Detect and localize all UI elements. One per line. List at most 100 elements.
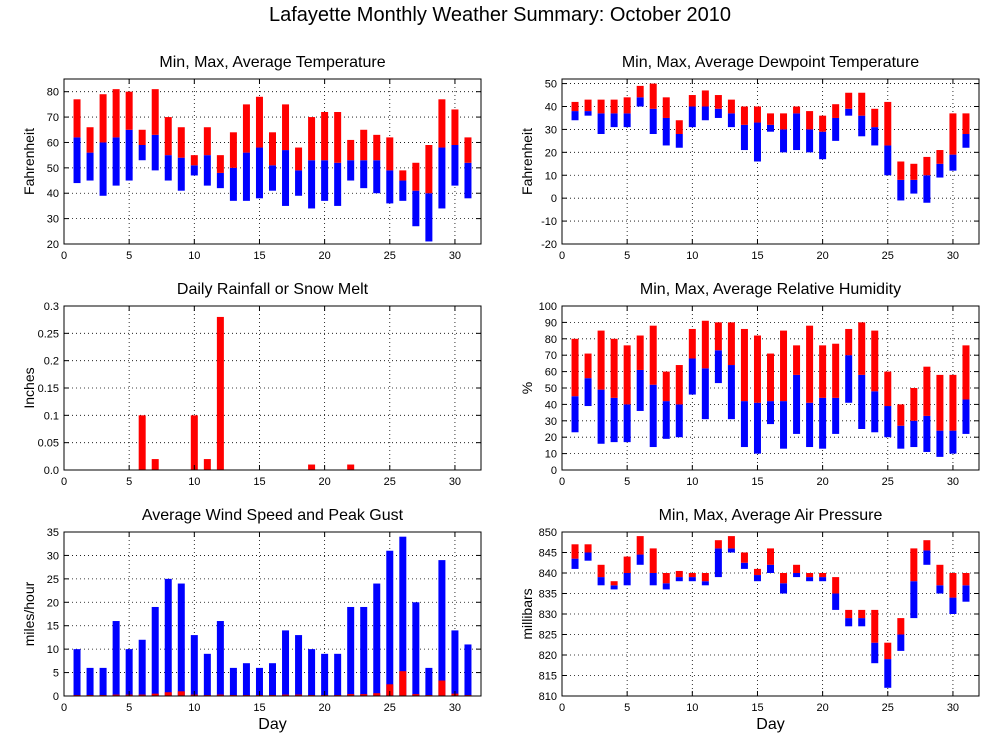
bar-gust [151,606,159,696]
bar-min-avg [99,142,107,196]
x-tick-label: 15 [751,702,763,714]
x-tick-label: 15 [253,476,265,488]
bar-avg-max [610,338,618,398]
bar-avg-max [203,127,211,156]
bar-avg-max [360,129,368,161]
bar-min-avg [425,193,433,242]
bar-avg-max [832,577,840,594]
x-tick-label: 15 [751,476,763,488]
bar-avg-max [845,328,853,356]
bar-wind-avg [347,694,355,696]
bar-rain [347,464,355,470]
bar-avg-max [701,573,709,582]
x-tick-label: 30 [947,702,959,714]
bar-avg-max [949,113,957,155]
x-tick-label: 5 [624,476,630,488]
bar-min-avg [923,415,931,452]
bar-min-avg [962,134,970,148]
bar-avg-max [399,170,407,181]
bar-avg-max [884,371,892,407]
bar-avg-max [858,322,866,375]
x-tick-label: 10 [188,702,200,714]
y-tick-label: 90 [545,317,557,329]
y-axis-label: millibars [519,588,535,639]
bar-avg-max [308,117,316,161]
bar-min-avg [73,137,81,184]
bar-min-avg [767,564,774,573]
bar-avg-max [923,366,931,416]
x-tick-label: 20 [817,476,829,488]
x-tick-label: 0 [559,702,565,714]
bar-gust [269,663,276,696]
bar-min-avg [373,160,381,194]
y-tick-label: 40 [47,188,59,200]
bar-avg-max [780,330,788,402]
bar-gust [451,630,459,696]
y-tick-label: 30 [545,416,557,428]
bar-wind-avg [177,691,185,696]
bar-avg-max [753,568,761,576]
bar-min-avg [584,552,592,561]
bar-wind-avg [360,694,368,696]
bar-gust [360,606,368,696]
x-tick-label: 0 [559,476,565,488]
bar-min-avg [571,558,579,569]
bar-gust [308,649,316,696]
bar-avg-max [858,92,866,116]
bar-avg-max [819,345,827,398]
bar-min-avg [464,162,472,199]
x-tick-label: 15 [253,250,265,262]
bar-min-avg [832,593,840,610]
bar-avg-max [910,388,918,421]
bar-avg-max [636,536,644,555]
bar-min-avg [727,113,735,128]
bar-avg-max [701,320,709,369]
main-title: Lafayette Monthly Weather Summary: Octob… [268,4,732,26]
bar-min-avg [936,430,944,457]
bar-min-avg [255,147,263,199]
y-tick-label: 10 [47,644,59,656]
bar-min-avg [884,659,892,688]
bar-avg-max [151,89,159,135]
bar-wind-avg [399,671,407,696]
y-tick-label: 30 [47,214,59,226]
bar-avg-max [412,162,420,191]
bar-min-avg [884,406,892,438]
bar-min-avg [819,397,827,449]
bar-avg-max [923,540,931,551]
bar-avg-max [780,573,788,584]
bar-gust [425,667,433,696]
bar-avg-max [688,573,696,578]
bar-avg-max [806,573,814,578]
x-tick-label: 30 [449,476,461,488]
bar-gust [282,630,290,696]
bar-rain [308,464,316,470]
bar-min-avg [662,401,670,439]
bar-min-avg [597,113,605,134]
bar-avg-max [662,371,670,402]
x-tick-label: 15 [253,702,265,714]
bar-min-avg [793,573,801,578]
bar-avg-max [819,115,827,132]
bar-min-avg [229,167,237,201]
bar-min-avg [780,129,788,153]
bar-avg-max [884,642,892,660]
bar-min-avg [597,389,605,444]
bar-min-avg [832,117,840,141]
bar-avg-max [86,127,94,153]
bar-min-avg [701,581,709,586]
chart-dewpoint: Min, Max, Average Dewpoint Temperature -2… [519,54,980,262]
bar-min-avg [936,163,944,178]
bar-avg-max [793,345,801,375]
bar-min-avg [649,384,657,448]
bar-min-avg [584,378,592,407]
y-axis-label: Fahrenheit [21,128,37,195]
x-tick-label: 10 [686,476,698,488]
bar-gust [334,653,342,696]
bar-min-avg [321,160,329,201]
chart-title: Min, Max, Average Dewpoint Temperature [622,54,919,71]
bar-avg-max [740,328,748,402]
y-tick-label: 20 [47,239,59,251]
bar-avg-max [923,156,931,176]
bar-min-avg [164,155,172,181]
